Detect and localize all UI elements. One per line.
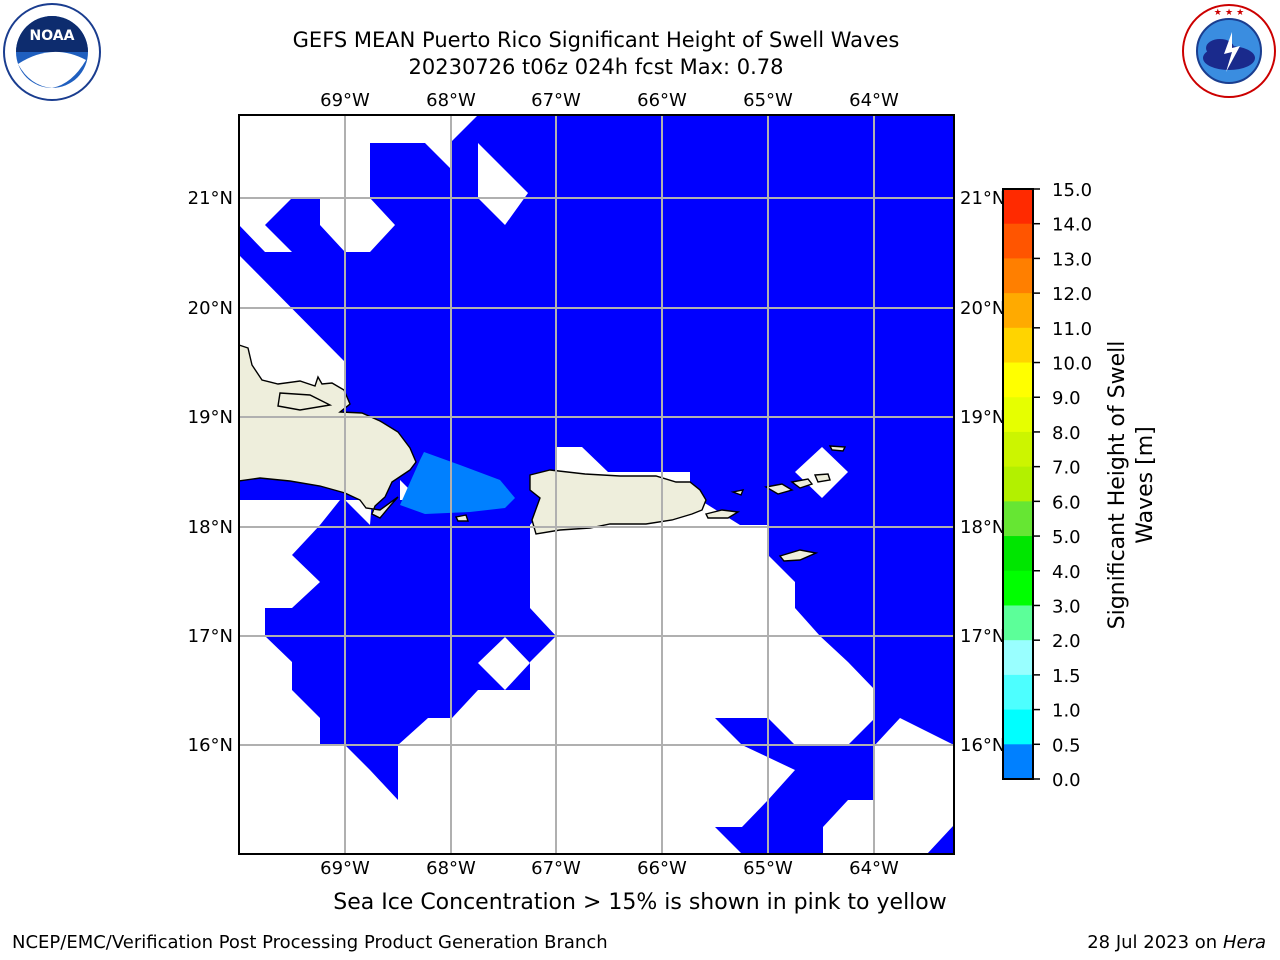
- lon-labels-bottom: 69°W 68°W 67°W 66°W 65°W 64°W: [320, 858, 899, 879]
- footer-date: 28 Jul 2023 on Hera: [1087, 932, 1266, 953]
- svg-text:★ ★ ★: ★ ★ ★: [1214, 8, 1244, 18]
- colorbar-tick-label: 0.5: [1052, 735, 1081, 756]
- colorbar-tick-label: 14.0: [1052, 215, 1092, 236]
- colorbar-tick-label: 13.0: [1052, 249, 1092, 270]
- swell-field-mid: [400, 452, 515, 514]
- hispaniola-landmass: [238, 344, 417, 519]
- colorbar: [1002, 188, 1040, 780]
- sea-ice-caption: Sea Ice Concentration > 15% is shown in …: [333, 890, 947, 915]
- lat-label-left: 16°N: [188, 735, 233, 756]
- lon-label-bottom: 65°W: [743, 858, 793, 879]
- lon-label-bottom: 68°W: [426, 858, 476, 879]
- colorbar-segment: [1003, 431, 1033, 468]
- colorbar-segment: [1003, 674, 1033, 711]
- mona-island: [454, 514, 469, 522]
- culebra-island: [730, 489, 745, 496]
- vieques-island: [704, 509, 741, 519]
- lon-label-top: 66°W: [637, 90, 687, 111]
- footer-credit: NCEP/EMC/Verification Post Processing Pr…: [12, 932, 608, 953]
- lat-label-right: 17°N: [960, 626, 1005, 647]
- colorbar-segment: [1003, 570, 1033, 606]
- colorbar-tick-label: 0.0: [1052, 770, 1081, 791]
- lon-labels-top: 69°W 68°W 67°W 66°W 65°W 64°W: [320, 90, 899, 111]
- lon-label-top: 65°W: [743, 90, 793, 111]
- lon-label-bottom: 69°W: [320, 858, 370, 879]
- colorbar-segment: [1003, 327, 1033, 364]
- colorbar-segment: [1003, 258, 1033, 294]
- gridlines: [239, 115, 954, 854]
- colorbar-tick-label: 12.0: [1052, 284, 1092, 305]
- lon-label-top: 67°W: [531, 90, 581, 111]
- lat-labels-right: 21°N 20°N 19°N 18°N 17°N 16°N: [960, 188, 1005, 756]
- map-frame: [238, 114, 955, 855]
- lon-label-top: 69°W: [320, 90, 370, 111]
- colorbar-tick-label: 15.0: [1052, 180, 1092, 201]
- colorbar-tick-label: 5.0: [1052, 527, 1081, 548]
- noaa-logo: NOAA: [3, 3, 101, 101]
- colorbar-tick-label: 4.0: [1052, 562, 1081, 583]
- colorbar-segment: [1003, 362, 1033, 398]
- colorbar-frame: [1002, 188, 1034, 780]
- colorbar-label-line2: Waves [m]: [1133, 426, 1158, 543]
- lat-label-left: 21°N: [188, 188, 233, 209]
- lat-label-left: 20°N: [188, 298, 233, 319]
- colorbar-tick-label: 6.0: [1052, 492, 1081, 513]
- map-plot-area: [238, 114, 955, 855]
- colorbar-tick-label: 8.0: [1052, 423, 1081, 444]
- anegada-island: [828, 445, 847, 452]
- lon-label-bottom: 66°W: [637, 858, 687, 879]
- colorbar-tick-labels: 15.0 14.0 13.0 12.0 11.0 10.0 9.0 8.0 7.0 6.0 5.0 4…: [1052, 180, 1092, 791]
- colorbar-segment: [1003, 501, 1033, 537]
- virgin-islands-2: [790, 478, 814, 489]
- lon-label-top: 64°W: [849, 90, 899, 111]
- lat-label-right: 18°N: [960, 517, 1005, 538]
- colorbar-tick-label: 11.0: [1052, 319, 1092, 340]
- lat-label-right: 16°N: [960, 735, 1005, 756]
- lat-label-left: 18°N: [188, 517, 233, 538]
- colorbar-tick-label: 1.0: [1052, 701, 1081, 722]
- colorbar-segment: [1003, 189, 1033, 225]
- footer-date-text: 28 Jul 2023 on: [1087, 932, 1223, 953]
- colorbar-segment: [1003, 397, 1033, 433]
- lat-labels-left: 21°N 20°N 19°N 18°N 17°N 16°N: [188, 188, 233, 756]
- footer-host: Hera: [1222, 932, 1266, 953]
- map-subtitle: 20230726 t06z 024h fcst Max: 0.78: [408, 55, 784, 79]
- lon-label-top: 68°W: [426, 90, 476, 111]
- lon-label-bottom: 67°W: [531, 858, 581, 879]
- colorbar-tick-label: 9.0: [1052, 388, 1081, 409]
- lat-label-right: 20°N: [960, 298, 1005, 319]
- colorbar-segment: [1003, 709, 1033, 745]
- colorbar-tick-label: 3.0: [1052, 596, 1081, 617]
- colorbar-tick-label: 10.0: [1052, 354, 1092, 375]
- lat-label-left: 19°N: [188, 407, 233, 428]
- colorbar-segment: [1003, 223, 1033, 259]
- colorbar-label-line1: Significant Height of Swell: [1105, 341, 1130, 630]
- virgin-islands-3: [813, 473, 831, 483]
- colorbar-segment: [1003, 536, 1033, 572]
- lat-label-right: 21°N: [960, 188, 1005, 209]
- noaa-text: NOAA: [30, 28, 75, 44]
- map-title: GEFS MEAN Puerto Rico Significant Height…: [292, 28, 900, 52]
- lon-label-bottom: 64°W: [849, 858, 899, 879]
- colorbar-tick-label: 2.0: [1052, 631, 1081, 652]
- colorbar-tick-label: 1.5: [1052, 666, 1081, 687]
- colorbar-tick-label: 7.0: [1052, 458, 1081, 479]
- colorbar-segment: [1003, 466, 1033, 502]
- st-croix-island: [778, 549, 819, 562]
- samana-bay: [277, 392, 333, 411]
- nws-logo: ★ ★ ★: [1182, 4, 1276, 98]
- colorbar-segment: [1003, 640, 1033, 676]
- colorbar-segment: [1003, 744, 1033, 780]
- lat-label-left: 17°N: [188, 626, 233, 647]
- colorbar-segment: [1003, 605, 1033, 641]
- virgin-islands-1: [764, 483, 794, 495]
- colorbar-segment: [1003, 293, 1033, 329]
- lat-label-right: 19°N: [960, 407, 1005, 428]
